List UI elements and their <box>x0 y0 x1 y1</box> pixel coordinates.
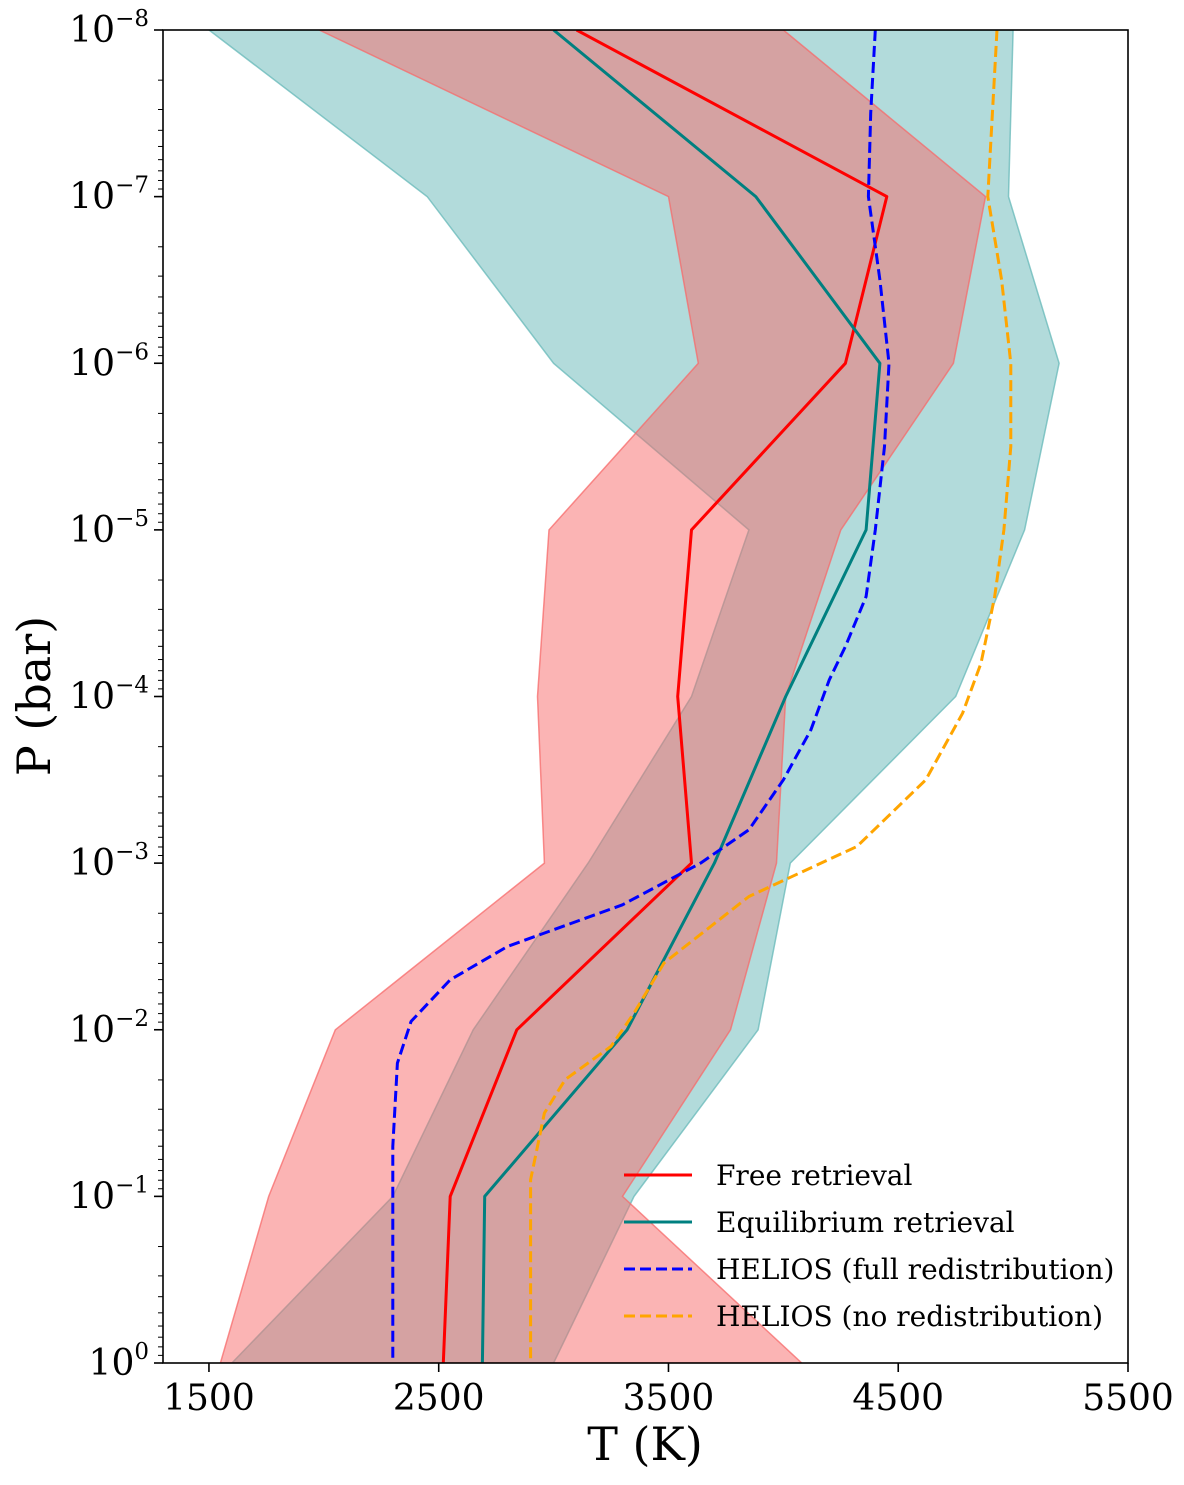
y-axis-ticks: 10−8 10−7 10−6 10−5 10−4 10−3 10−2 10−1 100 <box>69 6 163 1384</box>
series-line-free-retrieval <box>441 30 889 1363</box>
y-tick-label: 10−4 <box>69 673 149 718</box>
x-axis-label: T (K) <box>587 1417 703 1471</box>
legend-label-helios-full-redistribution: HELIOS (full redistribution) <box>716 1253 1114 1286</box>
x-tick-label: 1500 <box>163 1378 255 1419</box>
y-tick-label: 10−5 <box>69 506 149 551</box>
y-tick-label: 10−8 <box>69 6 149 51</box>
x-tick-label: 4500 <box>852 1378 944 1419</box>
legend-label-free-retrieval: Free retrieval <box>716 1159 912 1192</box>
series-line-helios-no-redistribution <box>529 30 1013 1363</box>
x-tick-label: 3500 <box>623 1378 715 1419</box>
series-line-helios-full-redistribution <box>391 30 891 1363</box>
x-tick-label: 2500 <box>393 1378 485 1419</box>
y-tick-label: 10−7 <box>69 173 149 218</box>
legend: Free retrieval Equilibrium retrieval HELIO… <box>624 1159 1114 1333</box>
band-free-retrieval-uncertainty <box>219 30 987 1363</box>
y-tick-label: 10−3 <box>69 839 149 884</box>
y-tick-label: 10−1 <box>69 1172 149 1217</box>
x-axis-ticks: 1500 2500 3500 4500 5500 <box>163 1363 1174 1419</box>
series-line-equilibrium-retrieval <box>480 30 882 1363</box>
y-tick-label: 100 <box>89 1339 149 1384</box>
legend-label-helios-no-redistribution: HELIOS (no redistribution) <box>716 1300 1103 1333</box>
legend-label-equilibrium-retrieval: Equilibrium retrieval <box>716 1206 1015 1239</box>
y-axis-label: P (bar) <box>7 616 61 776</box>
y-tick-label: 10−6 <box>69 339 149 384</box>
y-tick-label: 10−2 <box>69 1006 149 1051</box>
profile-lines <box>391 30 1013 1363</box>
x-tick-label: 5500 <box>1082 1378 1174 1419</box>
